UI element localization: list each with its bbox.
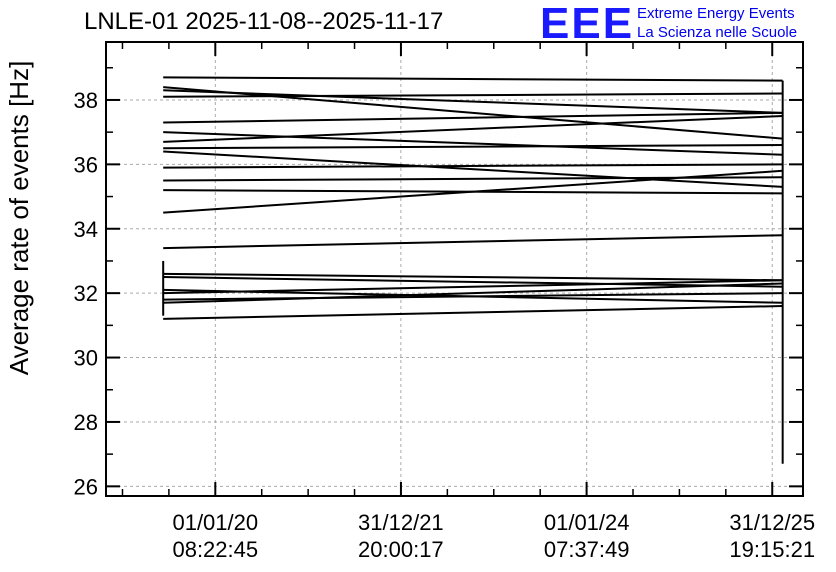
series-line-7 [163,144,783,150]
series-line-2 [163,89,783,114]
series-line-15 [163,276,783,288]
logo-subtitle-line1: Extreme Energy Events [637,5,795,22]
series-line-17 [163,279,783,295]
eee-logo: EEE [540,0,635,48]
series-line-6 [163,115,783,143]
y-tick-label-1: 28 [74,410,98,435]
y-tick-label-5: 36 [74,152,98,177]
x-tick-label-time-3: 19:15:21 [729,537,815,562]
series-line-9 [163,163,783,169]
x-tick-label-time-0: 08:22:45 [172,537,258,562]
series-line-8 [163,150,783,188]
series-line-13 [163,234,783,250]
series-line-12 [163,169,783,214]
series-line-19 [163,282,783,304]
y-tick-label-4: 34 [74,217,98,242]
series-line-3 [163,92,783,98]
series-line-0 [163,76,783,82]
y-tick-label-2: 30 [74,346,98,371]
x-tick-label-date-2: 01/01/24 [544,510,630,535]
chart-title: LNLE-01 2025-11-08--2025-11-17 [84,8,444,35]
series-line-5 [163,131,783,156]
y-tick-label-0: 26 [74,474,98,499]
x-tick-label-time-1: 20:00:17 [358,537,444,562]
series-line-14 [163,272,783,282]
series-line-20 [163,305,783,320]
y-tick-label-6: 38 [74,88,98,113]
x-tick-label-date-0: 01/01/20 [172,510,258,535]
series-layer [162,76,784,464]
plot-frame [105,41,804,497]
x-tick-label-date-1: 31/12/21 [358,510,444,535]
series-line-4 [163,111,783,124]
logo-subtitle-line2: La Scienza nelle Scuole [637,24,798,41]
x-tick-label-time-2: 07:37:49 [544,537,630,562]
y-axis-label: Average rate of events [Hz] [4,61,34,376]
x-tick-label-date-3: 31/12/25 [729,510,815,535]
series-line-18 [163,292,783,301]
y-tick-label-3: 32 [74,281,98,306]
